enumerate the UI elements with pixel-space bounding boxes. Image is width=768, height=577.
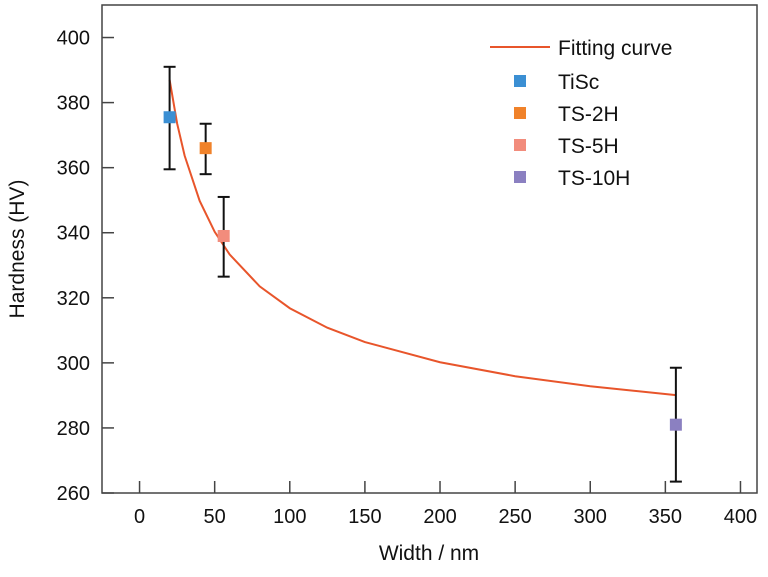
x-tick-label: 300: [574, 506, 607, 528]
y-tick-label: 260: [57, 483, 90, 505]
y-tick-label: 360: [57, 158, 90, 180]
x-tick-label: 0: [134, 506, 145, 528]
data-point-tisc: [163, 111, 176, 124]
y-tick-label: 400: [57, 28, 90, 50]
x-tick-label: 50: [204, 506, 226, 528]
legend-label-fitting-curve: Fitting curve: [558, 37, 672, 60]
legend-label: TiSc: [558, 71, 599, 94]
y-tick-label: 300: [57, 353, 90, 375]
x-tick-label: 250: [498, 506, 531, 528]
legend-marker: [514, 107, 526, 119]
y-tick-label: 380: [57, 93, 90, 115]
legend-marker: [514, 75, 526, 87]
legend-label: TS-5H: [558, 135, 619, 158]
x-tick-label: 350: [649, 506, 682, 528]
axis-ticks: 0 50 100 150 200 250 300 350 400 260 280 300 320 340 3…: [57, 28, 758, 528]
x-tick-label: 100: [273, 506, 306, 528]
y-axis-label: Hardness (HV): [6, 180, 29, 319]
y-tick-label: 320: [57, 288, 90, 310]
data-point-ts-10h: [669, 418, 682, 431]
legend-marker: [514, 139, 526, 151]
legend-marker: [514, 171, 526, 183]
data-point-ts-5h: [217, 229, 230, 242]
legend-label: TS-10H: [558, 167, 630, 190]
x-tick-label: 200: [423, 506, 456, 528]
legend: Fitting curve TiSc TS-2H TS-5H TS-10H: [490, 37, 672, 190]
fitting-curve: [168, 79, 676, 397]
data-point-ts-2h: [199, 142, 212, 155]
y-tick-label: 340: [57, 223, 90, 245]
plot-marks: [163, 65, 682, 483]
legend-label: TS-2H: [558, 103, 619, 126]
x-tick-label: 400: [724, 506, 757, 528]
y-tick-label: 280: [57, 418, 90, 440]
x-axis-label: Width / nm: [379, 542, 479, 565]
x-tick-label: 150: [348, 506, 381, 528]
plot-frame: [101, 4, 758, 494]
